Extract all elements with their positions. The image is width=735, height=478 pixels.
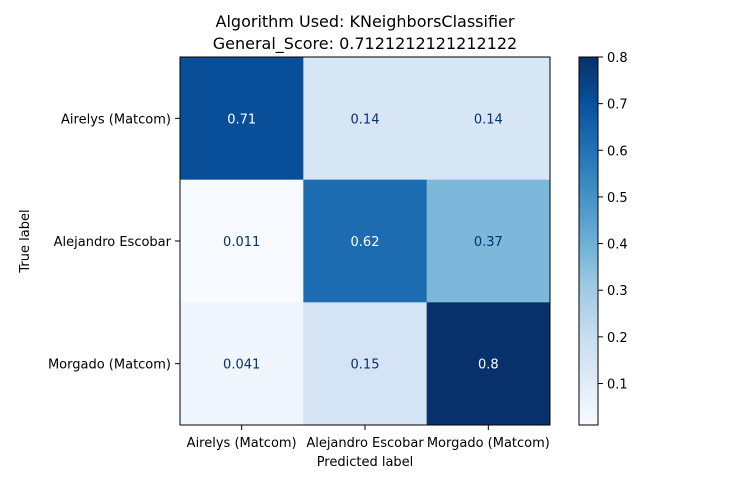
x-axis-ticks: Airelys (Matcom) Alejandro Escobar Morgado… xyxy=(187,425,550,451)
cell-value-label: 0.14 xyxy=(351,112,380,127)
y-tick-label: Morgado (Matcom) xyxy=(48,358,171,373)
colorbar-tick-label: 0.4 xyxy=(607,238,628,253)
colorbar-tick-label: 0.7 xyxy=(607,98,628,113)
heatmap-cell xyxy=(180,302,304,426)
colorbar-ticks: 0.1 0.2 0.3 0.4 0.5 0.6 0.7 0.8 xyxy=(598,51,628,392)
cell-value-label: 0.37 xyxy=(474,235,503,250)
cell-value-label: 0.041 xyxy=(223,358,260,373)
heatmap-cell xyxy=(303,179,428,303)
heatmap-cell xyxy=(426,57,551,181)
heatmap-cell xyxy=(303,302,428,426)
y-axis-label: True label xyxy=(18,209,33,273)
chart-title-line1: Algorithm Used: KNeighborsClassifier xyxy=(216,12,515,31)
x-tick-label: Airelys (Matcom) xyxy=(187,436,297,451)
colorbar-tick-label: 0.6 xyxy=(607,144,628,159)
heatmap-cells xyxy=(180,57,551,426)
colorbar-tick-label: 0.5 xyxy=(607,191,628,206)
x-tick-label: Alejandro Escobar xyxy=(306,436,424,451)
cell-value-label: 0.71 xyxy=(227,112,256,127)
cell-value-label: 0.14 xyxy=(474,112,503,127)
colorbar xyxy=(578,56,599,426)
heatmap-cell xyxy=(426,302,551,426)
cell-value-label: 0.011 xyxy=(223,235,260,250)
colorbar-tick-label: 0.8 xyxy=(607,51,628,66)
x-axis-label: Predicted label xyxy=(317,455,414,470)
y-tick-label: Alejandro Escobar xyxy=(54,235,172,250)
colorbar-tick-label: 0.3 xyxy=(607,284,628,299)
heatmap-cell xyxy=(180,179,304,303)
colorbar-tick-label: 0.1 xyxy=(607,377,628,392)
cell-value-label: 0.8 xyxy=(478,358,499,373)
y-axis-ticks: Airelys (Matcom) Alejandro Escobar Morgado… xyxy=(48,112,180,373)
heatmap-cell-labels: 0.71 0.14 0.14 0.011 0.62 0.37 0.041 0.15 0.8 xyxy=(223,112,503,372)
chart-title-line2: General_Score: 0.7121212121212122 xyxy=(213,34,517,54)
heatmap-cell xyxy=(303,57,428,181)
cell-value-label: 0.15 xyxy=(351,358,380,373)
heatmap-cell xyxy=(426,179,551,303)
cell-value-label: 0.62 xyxy=(351,235,380,250)
colorbar-tick-label: 0.2 xyxy=(607,331,628,346)
y-tick-label: Airelys (Matcom) xyxy=(61,112,171,127)
x-tick-label: Morgado (Matcom) xyxy=(427,436,550,451)
heatmap-cell xyxy=(180,57,304,181)
